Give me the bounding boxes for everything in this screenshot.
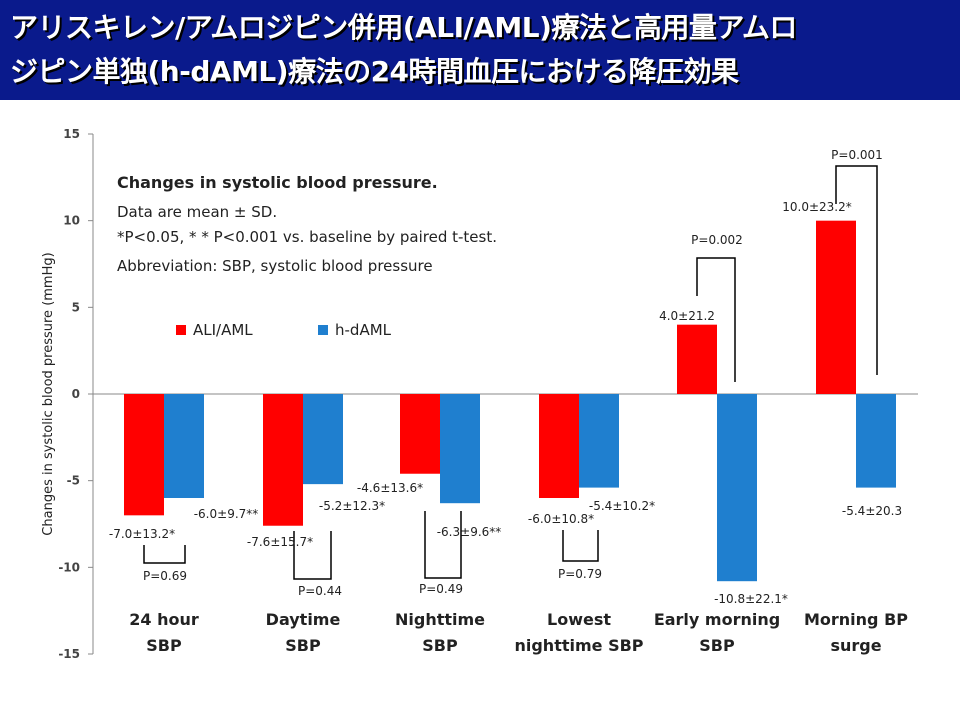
p-value-bracket bbox=[143, 545, 186, 564]
bar-ali-aml bbox=[539, 394, 579, 498]
p-value-label: P=0.49 bbox=[419, 582, 463, 596]
category-label: 24 hour bbox=[129, 610, 199, 629]
value-label: -6.3±9.6** bbox=[437, 525, 502, 539]
p-value-label: P=0.69 bbox=[143, 569, 187, 583]
value-label: -5.4±20.3 bbox=[842, 504, 902, 518]
value-label: -10.8±22.1* bbox=[714, 592, 788, 606]
legend-swatch-ali-aml bbox=[176, 325, 186, 335]
category-label: Daytime bbox=[266, 610, 341, 629]
p-value-label: P=0.002 bbox=[691, 233, 743, 247]
y-tick-label: 10 bbox=[63, 214, 80, 228]
bar-h-daml bbox=[579, 394, 619, 488]
value-labels: -7.0±13.2* -7.6±15.7* -4.6±13.6* -6.0±10.8*… bbox=[109, 200, 902, 606]
bar-h-daml bbox=[303, 394, 343, 485]
bar-h-daml bbox=[856, 394, 896, 488]
value-label: -4.6±13.6* bbox=[357, 481, 423, 495]
bar-h-daml bbox=[164, 394, 204, 498]
category-label: SBP bbox=[422, 636, 458, 655]
category-label: Early morning bbox=[654, 610, 780, 629]
legend-swatch-h-daml bbox=[318, 325, 328, 335]
category-label: Nighttime bbox=[395, 610, 485, 629]
p-value-label: P=0.44 bbox=[298, 584, 342, 598]
y-tick-label: 15 bbox=[63, 127, 80, 141]
p-value-label: P=0.79 bbox=[558, 567, 602, 581]
p-value-bracket bbox=[562, 530, 599, 562]
notes: Changes in systolic blood pressure. Data… bbox=[117, 173, 497, 275]
p-value-label: P=0.001 bbox=[831, 148, 883, 162]
bar-h-daml bbox=[717, 394, 757, 582]
p-value-brackets: P=0.69 P=0.44 P=0.49 P=0.79 P=0.002 P=0.001 bbox=[143, 148, 883, 598]
notes-line-1: Data are mean ± SD. bbox=[117, 203, 277, 221]
category-label: surge bbox=[830, 636, 881, 655]
category-label: nighttime SBP bbox=[514, 636, 643, 655]
legend-label-ali-aml: ALI/AML bbox=[193, 321, 253, 339]
category-labels: 24 hour SBP Daytime SBP Nighttime SBP Lowest ni… bbox=[129, 610, 908, 655]
y-axis-label: Changes in systolic blood pressure (mmHg… bbox=[41, 252, 56, 535]
bars bbox=[124, 220, 896, 582]
y-tick-label: -5 bbox=[67, 474, 80, 488]
y-ticks: 15 10 5 0 -5 -10 -15 bbox=[58, 127, 93, 661]
value-label: 10.0±23.2* bbox=[782, 200, 852, 214]
value-label: -6.0±9.7** bbox=[194, 507, 259, 521]
bar-h-daml bbox=[440, 394, 480, 504]
notes-heading: Changes in systolic blood pressure. bbox=[117, 173, 438, 192]
legend: ALI/AML h-dAML bbox=[176, 321, 392, 339]
bar-ali-aml bbox=[263, 394, 303, 526]
value-label: -6.0±10.8* bbox=[528, 512, 594, 526]
notes-line-2: *P<0.05, * * P<0.001 vs. baseline by pai… bbox=[117, 228, 497, 246]
bar-ali-aml bbox=[400, 394, 440, 474]
title-bar: アリスキレン/アムロジピン併用(ALI/AML)療法と高用量アムロ ジピン単独(… bbox=[0, 0, 960, 100]
y-tick-label: -10 bbox=[58, 560, 80, 574]
category-label: SBP bbox=[699, 636, 735, 655]
category-label: Morning BP bbox=[804, 610, 908, 629]
y-tick-label: 5 bbox=[72, 300, 80, 314]
bar-ali-aml bbox=[124, 394, 164, 516]
bar-ali-aml bbox=[677, 324, 717, 394]
y-tick-label: -15 bbox=[58, 647, 80, 661]
p-value-bracket bbox=[293, 531, 332, 580]
category-label: SBP bbox=[285, 636, 321, 655]
value-label: -5.2±12.3* bbox=[319, 499, 385, 513]
value-label: -5.4±10.2* bbox=[589, 499, 655, 513]
value-label: 4.0±21.2 bbox=[659, 309, 715, 323]
category-label: SBP bbox=[146, 636, 182, 655]
p-value-bracket bbox=[696, 257, 736, 382]
category-label: Lowest bbox=[547, 610, 611, 629]
legend-label-h-daml: h-dAML bbox=[335, 321, 392, 339]
notes-line-3: Abbreviation: SBP, systolic blood pressu… bbox=[117, 257, 433, 275]
value-label: -7.6±15.7* bbox=[247, 535, 313, 549]
p-value-bracket bbox=[835, 165, 878, 375]
slide-title: アリスキレン/アムロジピン併用(ALI/AML)療法と高用量アムロ ジピン単独(… bbox=[10, 11, 797, 88]
value-label: -7.0±13.2* bbox=[109, 527, 175, 541]
y-tick-label: 0 bbox=[72, 387, 80, 401]
bar-ali-aml bbox=[816, 220, 856, 394]
chart: 15 10 5 0 -5 -10 -15 Changes in systolic blood… bbox=[41, 127, 918, 661]
p-value-bracket bbox=[424, 511, 462, 579]
